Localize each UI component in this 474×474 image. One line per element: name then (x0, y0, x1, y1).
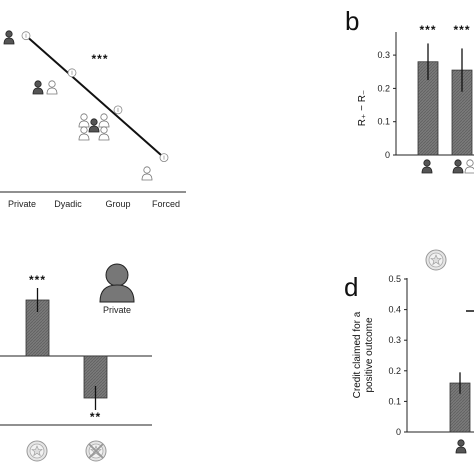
panel-b-person-icon (452, 159, 464, 174)
panel-d-ytick-label: 0.5 (388, 274, 401, 284)
panel-d-ytick-label: 0.2 (388, 366, 401, 376)
panel-a-xlabel-group: Group (105, 199, 130, 209)
panel-d-ytick-label: 0.3 (388, 335, 401, 345)
panel-d-ylabel-line1: Credit claimed for a (352, 311, 363, 398)
panel-b-ylabel: R₊ − R₋ (357, 90, 368, 126)
panel-b-person-icon (464, 159, 474, 174)
panel-a-xlabel-dyadic: Dyadic (54, 199, 82, 209)
panel-label-b: b (345, 6, 359, 36)
coin-cross-icon (85, 440, 107, 462)
panel-b-ytick-label: 0.1 (377, 117, 390, 127)
panel-b-significance: *** (419, 23, 436, 37)
panel-d-single-person-icon (455, 439, 467, 454)
group-of-persons-icon (78, 113, 110, 141)
panel-b-ytick-label: 0 (385, 150, 390, 160)
panel-d-ytick-label: 0.4 (388, 305, 401, 315)
person-icon (46, 80, 58, 95)
panel-d-ylabel-line2: positive outcome (364, 317, 375, 392)
person-icon (32, 80, 44, 95)
panel-c-significance: ** (90, 410, 101, 424)
panel-a: *** Private Dyadic Group Forced (0, 30, 186, 209)
panel-c-legend-person-icon (99, 263, 135, 303)
panel-label-d: d (344, 272, 358, 302)
panel-b: b R₊ − R₋ 0 0.1 0.2 0.3 *** *** (345, 6, 474, 174)
single-person-icon (3, 30, 15, 45)
panel-d-coin-star-icon (425, 249, 447, 271)
panel-c-legend-label: Private (103, 305, 131, 315)
panel-a-xlabel-private: Private (8, 199, 36, 209)
coin-star-icon (26, 440, 48, 462)
panel-d-ytick-label: 0 (396, 427, 401, 437)
panel-d-ytick-label: 0.1 (388, 396, 401, 406)
panel-a-xlabel-forced: Forced (152, 199, 180, 209)
panel-b-significance: *** (453, 23, 470, 37)
panel-b-single-person-icon (421, 159, 433, 174)
panel-d: d Credit claimed for a positive outcome … (344, 249, 474, 454)
panel-c: ***** Private (0, 263, 152, 462)
forced-person-icon (141, 166, 153, 181)
panel-b-ytick-label: 0.3 (377, 50, 390, 60)
panel-a-trend-line (25, 34, 165, 159)
panel-a-significance: *** (91, 52, 108, 66)
panel-c-significance: *** (29, 273, 46, 287)
panel-b-ytick-label: 0.2 (377, 83, 390, 93)
